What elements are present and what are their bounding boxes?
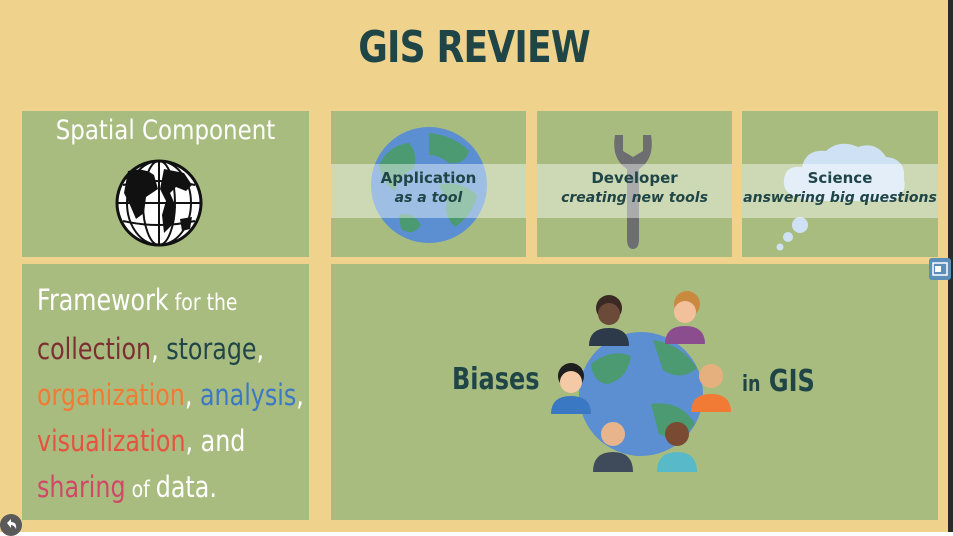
thought-cloud-icon (770, 137, 920, 255)
wrench-icon (605, 129, 661, 251)
gis-word: GIS (768, 364, 815, 399)
globe-icon (114, 159, 204, 247)
analysis-word: analysis (199, 378, 297, 412)
back-button[interactable] (0, 514, 22, 536)
biases-label: Biases (452, 362, 540, 397)
framework-line-4: visualization, and (37, 418, 304, 464)
comma: , (151, 332, 167, 366)
earth-icon (369, 125, 489, 245)
visualization-word: visualization (37, 424, 186, 458)
person-icon (593, 422, 633, 472)
framework-line-1: Framework for the (37, 277, 304, 326)
framework-line-2: collection, storage, (37, 326, 304, 372)
sharing-word: sharing (37, 470, 126, 504)
comma: , (296, 378, 304, 412)
person-icon (691, 364, 731, 412)
comma: , (184, 378, 200, 412)
framework-word: Framework (37, 283, 169, 317)
developer-subtitle: creating new tools (561, 190, 708, 206)
science-panel: Science answering big questions (742, 111, 938, 257)
slide-title: GIS REVIEW (358, 22, 590, 73)
person-icon (589, 295, 629, 346)
framework-line-5: sharing of data. (37, 464, 304, 513)
collection-word: collection (37, 332, 152, 366)
science-subtitle: answering big questions (743, 190, 937, 206)
biases-panel: Biases in GIS (331, 264, 938, 520)
application-panel: Application as a tool (331, 111, 526, 257)
organization-word: organization (37, 378, 185, 412)
storage-word: storage (166, 332, 257, 366)
in-word: in (742, 372, 761, 397)
spatial-component-label: Spatial Component (55, 115, 276, 146)
framework-for-the: for the (168, 290, 238, 316)
framework-line-3: organization, analysis, (37, 372, 304, 418)
application-label: Application as a tool (331, 169, 526, 206)
framework-panel: Framework for the collection, storage, o… (22, 264, 309, 520)
developer-panel: Developer creating new tools (537, 111, 732, 257)
comma: , (256, 332, 265, 366)
data-word: data. (155, 470, 217, 504)
label-band (742, 164, 938, 218)
label-band (331, 164, 526, 218)
person-icon (665, 291, 705, 344)
label-band (537, 164, 732, 218)
of-word: of (125, 477, 156, 503)
person-icon (657, 422, 697, 472)
back-arrow-icon (7, 519, 17, 529)
in-gis-label: in GIS (742, 364, 815, 399)
people-globe-illustration (541, 284, 741, 504)
person-icon (551, 363, 591, 414)
application-title: Application (380, 169, 477, 187)
and-word: , and (185, 424, 246, 458)
framework-text: Framework for the collection, storage, o… (37, 277, 304, 513)
developer-label: Developer creating new tools (537, 169, 732, 206)
application-subtitle: as a tool (394, 190, 463, 206)
slides-icon (932, 262, 948, 276)
science-title: Science (807, 169, 873, 187)
developer-title: Developer (591, 169, 678, 187)
spatial-component-panel: Spatial Component (22, 111, 309, 257)
slides-button[interactable] (929, 258, 951, 280)
science-label: Science answering big questions (742, 169, 938, 206)
